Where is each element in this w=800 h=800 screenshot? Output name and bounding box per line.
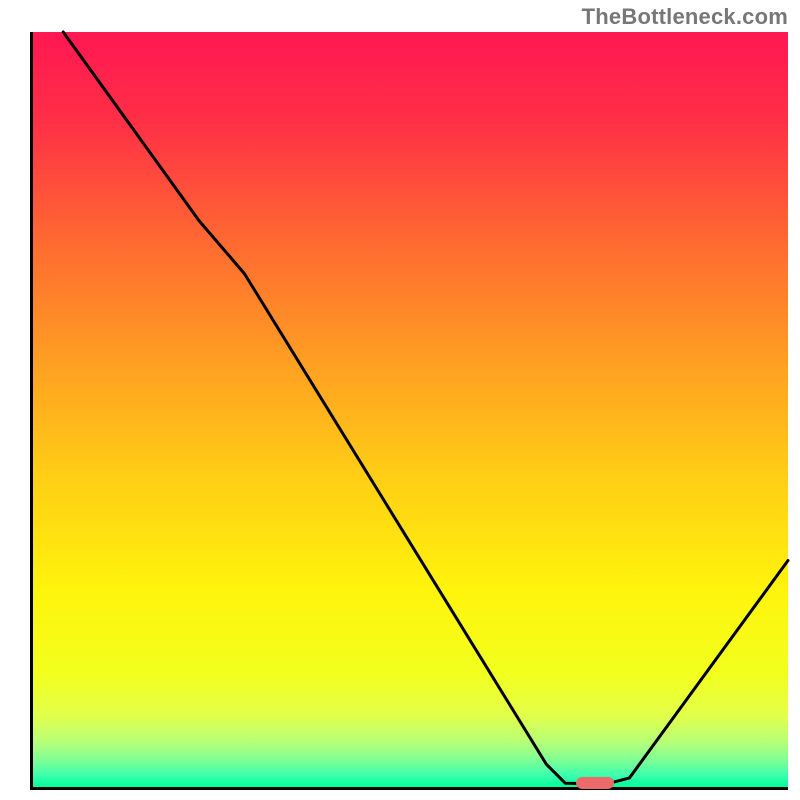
curve-layer <box>33 32 788 787</box>
chart-container: TheBottleneck.com <box>0 0 800 800</box>
watermark-text: TheBottleneck.com <box>582 4 788 30</box>
optimal-point-marker <box>576 777 614 789</box>
bottleneck-curve <box>63 32 788 784</box>
plot-area <box>30 32 788 790</box>
